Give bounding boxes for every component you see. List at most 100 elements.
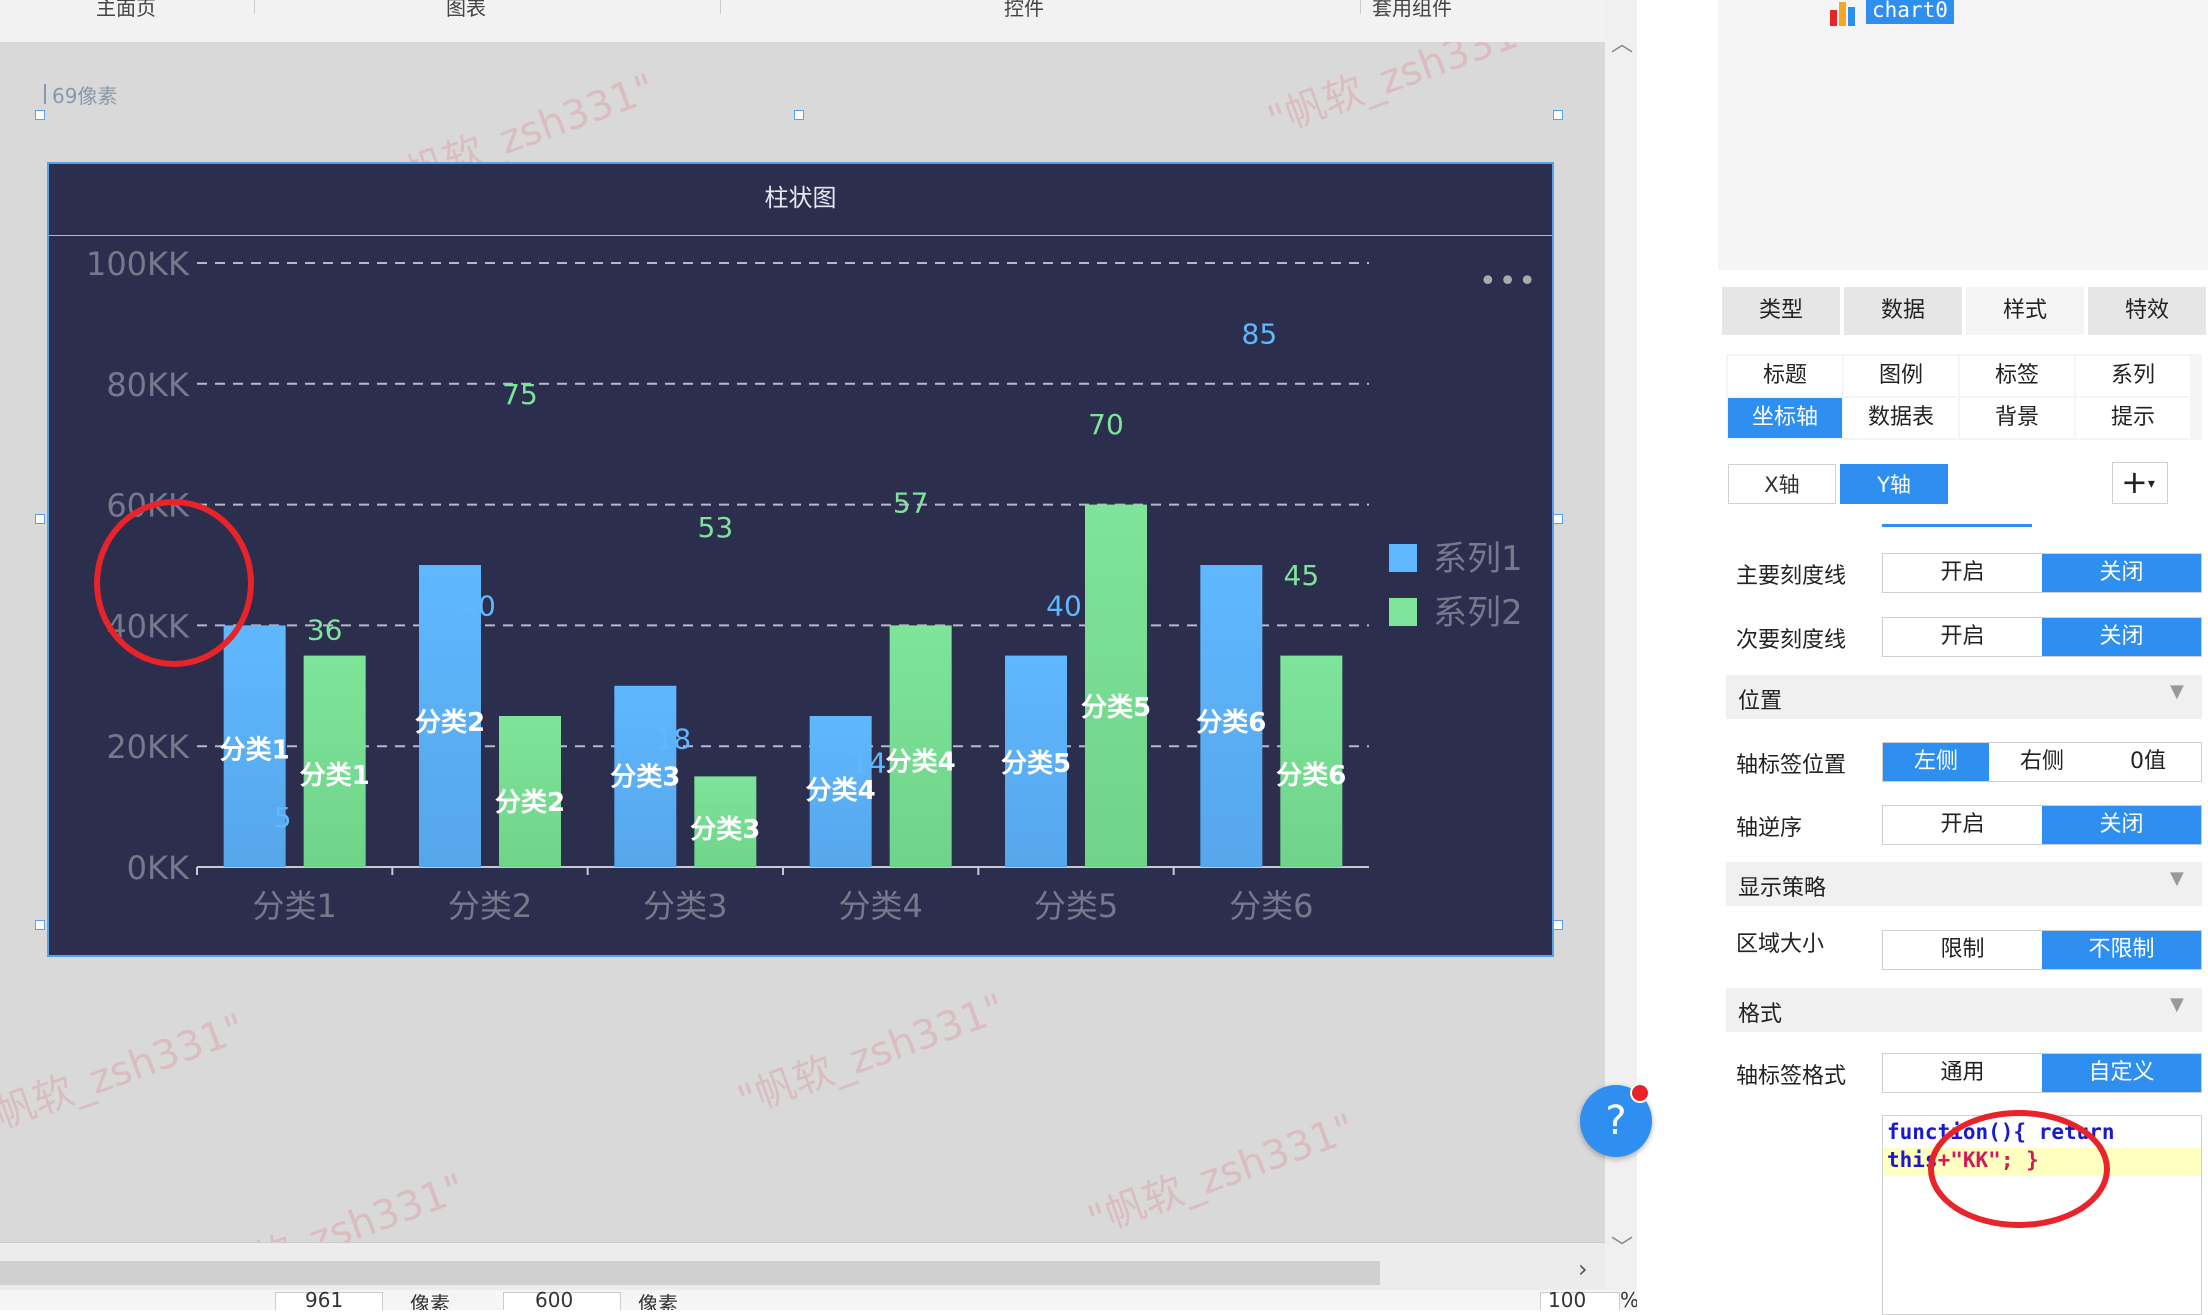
minor-tick-on[interactable]: 开启 — [1940, 624, 1985, 649]
major-tick-toggle: 开启 关闭 — [1882, 553, 2202, 593]
bar-category-label: 分类5 — [1081, 693, 1151, 723]
major-tick-off[interactable]: 关闭 — [2042, 554, 2201, 592]
more-options-icon[interactable]: ••• — [1479, 264, 1539, 299]
resize-handle[interactable] — [794, 110, 804, 120]
watermark: "帆软_zsh331" — [0, 1005, 252, 1145]
legend-label: 系列2 — [1433, 593, 1523, 633]
label-position-left[interactable]: 左侧 — [1883, 743, 1989, 781]
label-position-zero[interactable]: 0值 — [2130, 749, 2166, 774]
scroll-thumb[interactable] — [0, 1261, 1380, 1285]
top-toolbar: 主面页 图表 控件 套用组件 — [0, 0, 1637, 43]
tab-data[interactable]: 数据 — [1844, 287, 1962, 335]
vertical-scrollbar[interactable]: ︿ ﹀ — [1605, 0, 1637, 1290]
tab-tooltip[interactable]: 提示 — [2076, 398, 2190, 438]
reverse-toggle: 开启 关闭 — [1882, 805, 2202, 845]
bar — [303, 655, 366, 867]
bar — [889, 625, 952, 867]
bar-chart[interactable]: 柱状图 ••• 0KK 20KK 40KK 60KK 80KK 100KK 分类1 分类1 5 分… — [47, 162, 1554, 957]
annotation-circle — [1928, 1110, 2110, 1228]
watermark: "帆软_zsh331" — [191, 1165, 472, 1242]
component-tree: chart0 — [1718, 0, 2208, 270]
ruler-label: 69像素 — [52, 84, 118, 108]
resize-handle[interactable] — [1553, 920, 1563, 930]
resize-handle[interactable] — [35, 920, 45, 930]
bar — [614, 685, 677, 867]
horizontal-scrollbar[interactable]: › — [0, 1242, 1605, 1291]
reverse-on[interactable]: 开启 — [1940, 812, 1985, 837]
scroll-down-icon[interactable]: ﹀ — [1611, 1236, 1634, 1261]
tab-legend[interactable]: 图例 — [1844, 356, 1958, 396]
area-size-limit[interactable]: 限制 — [1940, 937, 1985, 962]
minor-tick-toggle: 开启 关闭 — [1882, 617, 2202, 657]
axis-tab-underline — [1882, 524, 2032, 527]
zoom-unit: % — [1620, 1290, 1637, 1310]
legend-swatch — [1389, 544, 1417, 572]
bar-category-label: 分类1 — [300, 761, 370, 791]
tab-chart[interactable]: 图表 — [446, 0, 486, 20]
tab-effect[interactable]: 特效 — [2088, 287, 2206, 335]
tab-style[interactable]: 样式 — [1966, 287, 2084, 335]
data-label: 70 — [1088, 408, 1124, 441]
design-canvas[interactable]: 69像素 "帆软_zsh331" "帆软_zsh331" "帆软_zsh331"… — [0, 42, 1605, 1242]
tab-datasheet[interactable]: 数据表 — [1844, 398, 1958, 438]
resize-handle[interactable] — [1553, 514, 1563, 524]
resize-handle[interactable] — [35, 110, 45, 120]
width-input[interactable] — [275, 1292, 383, 1310]
data-label: 75 — [502, 378, 538, 411]
position-section[interactable]: 位置 ▼ — [1726, 675, 2202, 719]
width-value: 961 — [305, 1290, 344, 1310]
tab-template-component[interactable]: 套用组件 — [1372, 0, 1452, 20]
add-axis-button[interactable]: +▾ — [2112, 462, 2168, 504]
bar — [694, 776, 757, 867]
tab-type[interactable]: 类型 — [1722, 287, 1840, 335]
scroll-up-icon[interactable]: ︿ — [1611, 32, 1634, 57]
status-bar: 961 像素 600 像素 100 % — [0, 1290, 1637, 1310]
bar-category-label: 分类2 — [495, 788, 565, 818]
resize-handle[interactable] — [35, 514, 45, 524]
data-label: 57 — [893, 487, 929, 520]
tab-widget[interactable]: 控件 — [1004, 0, 1044, 20]
tab-title[interactable]: 标题 — [1728, 356, 1842, 396]
sub-tabs-row-1: 标题 图例 标签 系列 — [1728, 356, 2192, 396]
zoom-input[interactable] — [1540, 1292, 1620, 1310]
display-section-title: 显示策略 — [1738, 876, 1827, 901]
chart-plot: 0KK20KK40KK60KK80KK100KK分类1分类15分类136分类2分… — [86, 245, 1523, 925]
bar-category-label: 分类4 — [886, 747, 956, 777]
x-tick-label: 分类1 — [252, 887, 336, 925]
label-format-label: 轴标签格式 — [1736, 1064, 1847, 1089]
bar — [1085, 504, 1147, 867]
display-section[interactable]: 显示策略 ▼ — [1726, 862, 2202, 906]
data-label: 85 — [1242, 318, 1278, 351]
chart-title-bar: 柱状图 — [49, 164, 1552, 236]
resize-handle[interactable] — [1553, 110, 1563, 120]
format-section[interactable]: 格式 ▼ — [1726, 988, 2202, 1032]
minor-tick-off[interactable]: 关闭 — [2042, 618, 2201, 656]
tree-node-chart0[interactable]: chart0 — [1866, 0, 1954, 24]
chevron-down-icon: ▼ — [2170, 681, 2184, 702]
tab-background[interactable]: 背景 — [1960, 398, 2074, 438]
bar — [1280, 655, 1343, 867]
tab-label[interactable]: 标签 — [1960, 356, 2074, 396]
tab-axis[interactable]: 坐标轴 — [1728, 398, 1842, 438]
height-input[interactable] — [503, 1292, 621, 1310]
tab-series[interactable]: 系列 — [2076, 356, 2190, 396]
bar-category-label: 分类2 — [415, 708, 485, 738]
height-unit: 像素 — [638, 1292, 678, 1310]
area-size-toggle: 限制 不限制 — [1882, 930, 2202, 970]
label-position-right[interactable]: 右侧 — [2019, 749, 2064, 774]
tab-main-page[interactable]: 主面页 — [96, 0, 156, 20]
label-format-toggle: 通用 自定义 — [1882, 1053, 2202, 1093]
scroll-right-icon[interactable]: › — [1578, 1255, 1588, 1283]
x-axis-button[interactable]: X轴 — [1728, 464, 1836, 504]
label-format-general[interactable]: 通用 — [1940, 1060, 1985, 1085]
data-label: 36 — [307, 614, 343, 647]
bar-category-label: 分类3 — [690, 815, 760, 845]
label-position-label: 轴标签位置 — [1736, 753, 1847, 778]
reverse-off[interactable]: 关闭 — [2042, 806, 2201, 844]
data-label: 40 — [460, 589, 496, 622]
major-tick-on[interactable]: 开启 — [1940, 560, 1985, 585]
bar — [223, 625, 286, 867]
label-format-custom[interactable]: 自定义 — [2042, 1054, 2201, 1092]
y-axis-button[interactable]: Y轴 — [1840, 464, 1948, 504]
area-size-unlimit[interactable]: 不限制 — [2042, 931, 2201, 969]
